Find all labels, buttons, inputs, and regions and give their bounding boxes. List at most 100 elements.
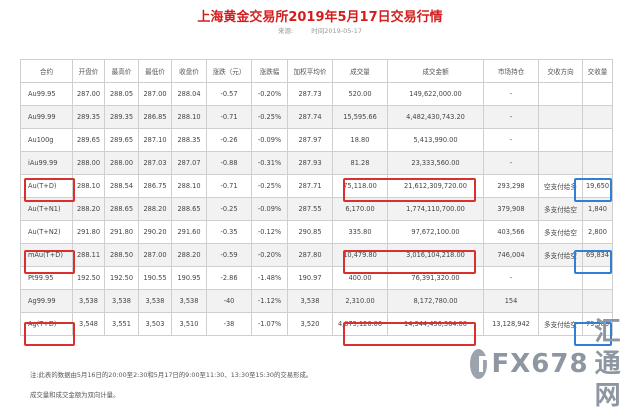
- table-cell: -40: [206, 289, 252, 313]
- quote-table: 合约 开盘价 最高价 最低价 收盘价 涨跌（元） 涨跌幅 加权平均价 成交量 成…: [20, 59, 613, 336]
- table-cell: 288.50: [104, 243, 139, 267]
- table-cell: 3,520: [287, 312, 333, 336]
- table-row: Ag(T+D) 3,548 3,551 3,503 3,510 -38 -1.07% 3,52…: [20, 312, 613, 336]
- table-cell: 97,672,100.00: [387, 220, 484, 244]
- table-cell: 288.05: [104, 82, 139, 106]
- table-cell: Au100g: [20, 128, 73, 152]
- table-cell: -0.35: [206, 220, 252, 244]
- col-header: 开盘价: [72, 59, 105, 83]
- table-cell: [582, 289, 613, 313]
- table-cell: 520.00: [332, 82, 388, 106]
- table-cell: 290.85: [287, 220, 333, 244]
- footnote-trading-hours: 注:此表的数据由5月16日的20:00至2:30和5月17日的9:00至11:3…: [30, 371, 313, 379]
- table-cell: 190.55: [138, 266, 172, 290]
- table-cell: 79,560: [582, 312, 613, 336]
- table-cell: 288.10: [171, 174, 207, 198]
- table-row: Au99.95 287.00 288.05 287.00 288.04 -0.57 -0.2…: [20, 82, 613, 106]
- table-cell: [538, 105, 583, 129]
- watermark: FX678 汇通网: [470, 317, 640, 411]
- table-cell: Au99.95: [20, 82, 73, 106]
- table-cell: 287.93: [287, 151, 333, 175]
- table-cell: -0.09%: [251, 128, 288, 152]
- table-cell: -: [483, 82, 539, 106]
- article-meta: 来源: 时间2019-05-17: [0, 25, 640, 35]
- table-cell: 多支付给空: [538, 220, 583, 244]
- table-cell: Au(T+D): [20, 174, 73, 198]
- col-header: 交收方向: [538, 59, 583, 83]
- table-cell: iAu99.99: [20, 151, 73, 175]
- table-cell: -1.12%: [251, 289, 288, 313]
- table-cell: 2,800: [582, 220, 613, 244]
- table-cell: 190.95: [171, 266, 207, 290]
- table-cell: -0.31%: [251, 151, 288, 175]
- table-cell: 286.75: [138, 174, 172, 198]
- table-cell: 190.97: [287, 266, 333, 290]
- table-cell: 192.50: [72, 266, 105, 290]
- table-cell: 空支付给多: [538, 174, 583, 198]
- col-header: 合约: [20, 59, 73, 83]
- table-cell: 289.35: [72, 105, 105, 129]
- table-cell: -1.48%: [251, 266, 288, 290]
- table-cell: 5,413,990.00: [387, 128, 484, 152]
- table-row: Au(T+N1) 288.20 288.65 288.20 288.65 -0.25 -0.…: [20, 197, 613, 221]
- table-cell: 335.80: [332, 220, 388, 244]
- table-cell: 288.20: [72, 197, 105, 221]
- table-cell: 288.35: [171, 128, 207, 152]
- table-cell: 379,908: [483, 197, 539, 221]
- col-header: 成交量: [332, 59, 388, 83]
- table-cell: 288.00: [104, 151, 139, 175]
- table-cell: -0.71: [206, 174, 252, 198]
- table-cell: 3,551: [104, 312, 139, 336]
- table-cell: 4,482,430,743.20: [387, 105, 484, 129]
- watermark-brand: FX678: [491, 349, 589, 379]
- table-cell: 3,538: [104, 289, 139, 313]
- table-cell: 1,774,110,700.00: [387, 197, 484, 221]
- table-cell: -0.20%: [251, 243, 288, 267]
- table-cell: 3,538: [72, 289, 105, 313]
- table-cell: 288.54: [104, 174, 139, 198]
- table-cell: -0.25%: [251, 105, 288, 129]
- table-cell: [538, 82, 583, 106]
- table-row: Ag99.99 3,538 3,538 3,538 3,538 -40 -1.12% 3,53…: [20, 289, 613, 313]
- col-header: 最低价: [138, 59, 172, 83]
- table-cell: 287.55: [287, 197, 333, 221]
- table-cell: -0.20%: [251, 82, 288, 106]
- table-cell: 69,834: [582, 243, 613, 267]
- table-cell: 290.20: [138, 220, 172, 244]
- table-cell: 287.73: [287, 82, 333, 106]
- table-cell: 288.20: [138, 197, 172, 221]
- table-cell: 2,310.00: [332, 289, 388, 313]
- table-cell: 多支付给空: [538, 243, 583, 267]
- table-cell: -0.71: [206, 105, 252, 129]
- table-cell: 287.10: [138, 128, 172, 152]
- table-cell: -0.57: [206, 82, 252, 106]
- table-row: mAu(T+D) 288.11 288.50 287.00 288.20 -0.59 -0.…: [20, 243, 613, 267]
- table-cell: 10,479.80: [332, 243, 388, 267]
- table-cell: Au(T+N1): [20, 197, 73, 221]
- table-cell: 3,538: [287, 289, 333, 313]
- col-header: 涨跌幅: [251, 59, 288, 83]
- col-header: 市场持仓: [483, 59, 539, 83]
- table-cell: 21,612,309,720.00: [387, 174, 484, 198]
- table-cell: [538, 128, 583, 152]
- table-cell: 多支付给空: [538, 197, 583, 221]
- table-cell: -: [483, 151, 539, 175]
- table-cell: Au(T+N2): [20, 220, 73, 244]
- publish-time: 时间2019-05-17: [311, 27, 363, 35]
- table-cell: 403,566: [483, 220, 539, 244]
- table-cell: 288.20: [171, 243, 207, 267]
- table-cell: 287.00: [138, 82, 172, 106]
- table-cell: -38: [206, 312, 252, 336]
- table-cell: 3,503: [138, 312, 172, 336]
- table-cell: [582, 128, 613, 152]
- table-cell: 3,538: [171, 289, 207, 313]
- table-cell: -: [483, 105, 539, 129]
- col-header: 成交金额: [387, 59, 484, 83]
- table-cell: 1,840: [582, 197, 613, 221]
- table-cell: -2.86: [206, 266, 252, 290]
- table-cell: -1.07%: [251, 312, 288, 336]
- table-cell: 287.97: [287, 128, 333, 152]
- table-cell: 15,595.66: [332, 105, 388, 129]
- table-cell: 4,075,126.00: [332, 312, 388, 336]
- table-cell: 289.65: [72, 128, 105, 152]
